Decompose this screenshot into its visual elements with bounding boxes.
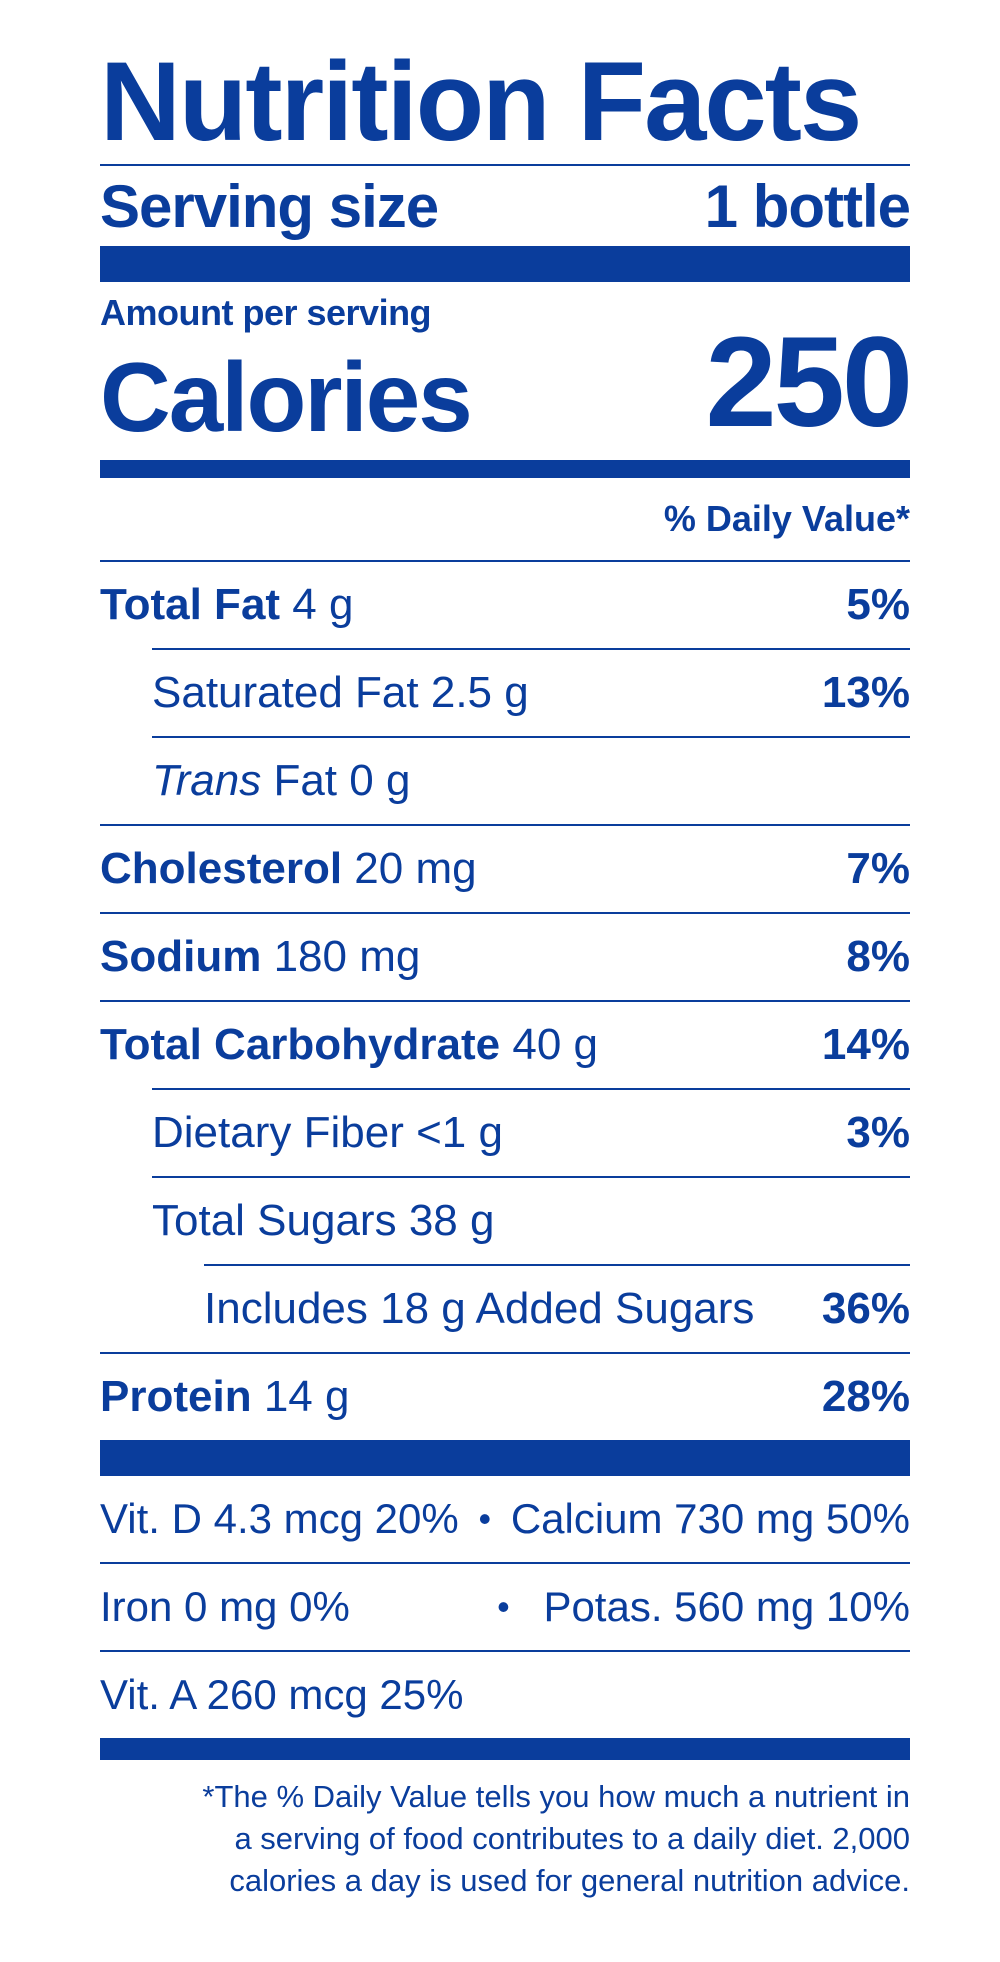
nutrient-name: Sodium [100, 932, 262, 981]
nutrient-row-protein: Protein 14 g 28% [100, 1354, 910, 1440]
nutrient-amount: <1 g [416, 1108, 503, 1157]
nutrient-row-dietary-fiber: Dietary Fiber <1 g 3% [100, 1090, 910, 1176]
label-title: Nutrition Facts [100, 39, 862, 164]
nutrient-amount: 180 mg [273, 932, 421, 981]
serving-size-value: 1 bottle [704, 172, 911, 240]
nutrient-amount: 0 g [349, 756, 411, 805]
nutrient-pct: 13% [821, 668, 910, 717]
nutrient-name: Includes 18 g Added Sugars [204, 1284, 755, 1333]
nutrient-name: Total Sugars [152, 1196, 397, 1245]
vitamin-row: Iron 0 mg 0% • Potas. 560 mg 10% [100, 1564, 910, 1650]
nutrition-facts-label: Nutrition Facts Serving size 1 bottle Am… [100, 39, 913, 1902]
thick-divider [100, 1440, 910, 1476]
nutrient-amount: 2.5 g [430, 668, 529, 717]
serving-size-row: Serving size 1 bottle [100, 166, 911, 246]
nutrient-amount: 14 g [263, 1372, 350, 1421]
calories-block: Amount per serving Calories 250 [100, 282, 913, 460]
footnote-line: *The % Daily Value tells you how much a … [202, 1779, 910, 1814]
nutrient-pct: 5% [846, 580, 910, 629]
vitamin-right: Calcium 730 mg 50% [510, 1495, 910, 1542]
nutrient-row-cholesterol: Cholesterol 20 mg 7% [100, 826, 910, 912]
calories-value: 250 [705, 311, 913, 454]
vitamin-left: Iron 0 mg 0% [100, 1583, 350, 1630]
nutrient-row-total-sugars: Total Sugars 38 g [100, 1178, 910, 1264]
nutrient-pct: 14% [821, 1020, 910, 1069]
footnote: *The % Daily Value tells you how much a … [90, 1776, 910, 1902]
nutrient-row-sodium: Sodium 180 mg 8% [100, 914, 910, 1000]
amount-per-serving-label: Amount per serving [100, 292, 432, 333]
nutrient-pct: 36% [821, 1284, 910, 1333]
nutrient-row-saturated-fat: Saturated Fat 2.5 g 13% [100, 650, 910, 736]
calories-label: Calories [100, 342, 473, 452]
vitamin-right: Potas. 560 mg 10% [543, 1583, 910, 1630]
footnote-line: calories a day is used for general nutri… [229, 1863, 910, 1898]
nutrient-name: Protein [100, 1372, 252, 1421]
vitamin-row: Vit. A 260 mcg 25% [100, 1652, 910, 1738]
nutrient-amount: 4 g [292, 580, 354, 629]
vitamin-left: Vit. D 4.3 mcg 20% [100, 1495, 459, 1542]
nutrient-pct: 3% [846, 1108, 910, 1157]
nutrient-pct: 8% [846, 932, 910, 981]
vitamin-left: Vit. A 260 mcg 25% [100, 1671, 464, 1718]
nutrient-row-trans-fat: Trans Fat 0 g [100, 738, 910, 824]
divider [100, 164, 910, 166]
nutrient-name: Total Carbohydrate [100, 1020, 501, 1069]
nutrient-row-total-carbohydrate: Total Carbohydrate 40 g 14% [100, 1002, 910, 1088]
medium-divider [100, 460, 910, 478]
vitamin-row: Vit. D 4.3 mcg 20% • Calcium 730 mg 50% [100, 1476, 910, 1562]
nutrient-amount: 38 g [408, 1196, 495, 1245]
nutrient-pct: 7% [846, 844, 910, 893]
nutrient-name: Cholesterol [100, 844, 343, 893]
nutrient-name: Saturated Fat [152, 668, 419, 717]
nutrient-name: Fat [273, 756, 338, 805]
nutrient-pct: 28% [821, 1372, 910, 1421]
nutrient-name-italic: Trans [152, 756, 262, 805]
nutrient-row-total-fat: Total Fat 4 g 5% [100, 562, 910, 648]
footnote-line: a serving of food contributes to a daily… [234, 1821, 910, 1856]
nutrient-name: Total Fat [100, 580, 281, 629]
nutrient-amount: 20 mg [354, 844, 477, 893]
nutrient-amount: 40 g [512, 1020, 598, 1069]
serving-size-label: Serving size [100, 172, 439, 240]
thick-divider [100, 1738, 910, 1760]
nutrient-name: Dietary Fiber [152, 1108, 404, 1157]
bullet-separator: • [497, 1586, 510, 1627]
nutrient-row-added-sugars: Includes 18 g Added Sugars 36% [100, 1266, 910, 1352]
daily-value-header: % Daily Value* [663, 498, 910, 539]
thick-divider [100, 246, 910, 282]
bullet-separator: • [478, 1498, 492, 1539]
